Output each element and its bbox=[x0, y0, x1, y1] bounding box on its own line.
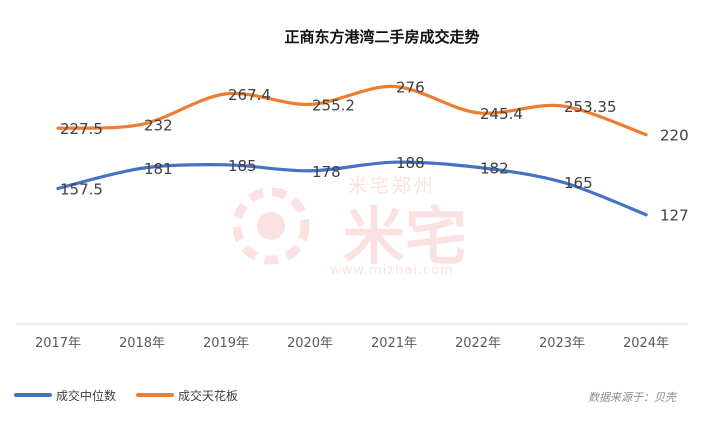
watermark-logo-text: 米宅 bbox=[343, 200, 467, 273]
x-tick-label: 2023年 bbox=[539, 336, 585, 351]
legend-label-median: 成交中位数 bbox=[56, 388, 116, 403]
data-point-median bbox=[56, 186, 60, 191]
data-point-ceiling bbox=[140, 122, 144, 126]
x-tick-label: 2024年 bbox=[623, 336, 669, 351]
data-labels: 157.5 181 185 178 188 182 165 127 227.5 232 267.4 2… bbox=[60, 78, 689, 224]
data-label-ceiling: 220 bbox=[660, 127, 689, 145]
series-line-ceiling bbox=[56, 84, 648, 137]
x-tick-label: 2018年 bbox=[119, 336, 165, 351]
source-note: 数据来源于：贝壳 bbox=[588, 391, 678, 404]
watermark-logo-icon bbox=[232, 187, 310, 265]
watermark-brand: 米宅郑州 bbox=[348, 175, 436, 197]
data-point-median bbox=[560, 180, 564, 184]
data-label-median: 157.5 bbox=[60, 180, 103, 198]
data-point-ceiling bbox=[476, 111, 480, 115]
data-point-median bbox=[140, 166, 144, 170]
data-label-ceiling: 267.4 bbox=[228, 86, 271, 104]
data-point-ceiling bbox=[56, 126, 60, 130]
data-label-ceiling: 232 bbox=[144, 116, 173, 134]
x-tick-label: 2019年 bbox=[203, 336, 249, 351]
x-axis-ticks: 2017年 2018年 2019年 2020年 2021年 2022年 2023年 2024年 bbox=[35, 336, 669, 351]
data-point-median bbox=[308, 169, 312, 173]
watermark: 米宅郑州 米宅 www.mizhai.com bbox=[232, 175, 467, 278]
data-label-ceiling: 227.5 bbox=[60, 120, 103, 138]
data-point-ceiling bbox=[308, 102, 312, 106]
data-point-median bbox=[644, 213, 648, 217]
data-label-ceiling: 276 bbox=[396, 78, 425, 96]
x-tick-label: 2020年 bbox=[287, 336, 333, 351]
data-label-median: 185 bbox=[228, 157, 257, 175]
legend: 成交中位数 成交天花板 bbox=[14, 388, 238, 403]
data-label-ceiling: 245.4 bbox=[480, 105, 523, 123]
data-point-median bbox=[476, 165, 480, 169]
data-label-median: 182 bbox=[480, 159, 509, 177]
data-label-median: 165 bbox=[564, 174, 593, 192]
series-line-median bbox=[56, 160, 648, 217]
data-point-median bbox=[392, 160, 396, 164]
data-label-median: 188 bbox=[396, 154, 425, 172]
data-label-ceiling: 253.35 bbox=[564, 98, 617, 116]
data-label-median: 127 bbox=[660, 207, 689, 225]
series-layer bbox=[56, 84, 648, 217]
watermark-url: www.mizhai.com bbox=[330, 263, 454, 278]
data-label-median: 178 bbox=[312, 163, 341, 181]
data-point-ceiling bbox=[644, 133, 648, 137]
data-point-median bbox=[224, 163, 228, 167]
x-tick-label: 2021年 bbox=[371, 336, 417, 351]
x-tick-label: 2022年 bbox=[455, 336, 501, 351]
data-point-ceiling bbox=[224, 92, 228, 96]
data-point-ceiling bbox=[560, 104, 564, 108]
data-label-ceiling: 255.2 bbox=[312, 96, 355, 114]
legend-label-ceiling: 成交天花板 bbox=[178, 388, 238, 403]
chart-title: 正商东方港湾二手房成交走势 bbox=[284, 28, 479, 46]
data-label-median: 181 bbox=[144, 160, 173, 178]
x-tick-label: 2017年 bbox=[35, 336, 81, 351]
data-point-ceiling bbox=[392, 84, 396, 89]
